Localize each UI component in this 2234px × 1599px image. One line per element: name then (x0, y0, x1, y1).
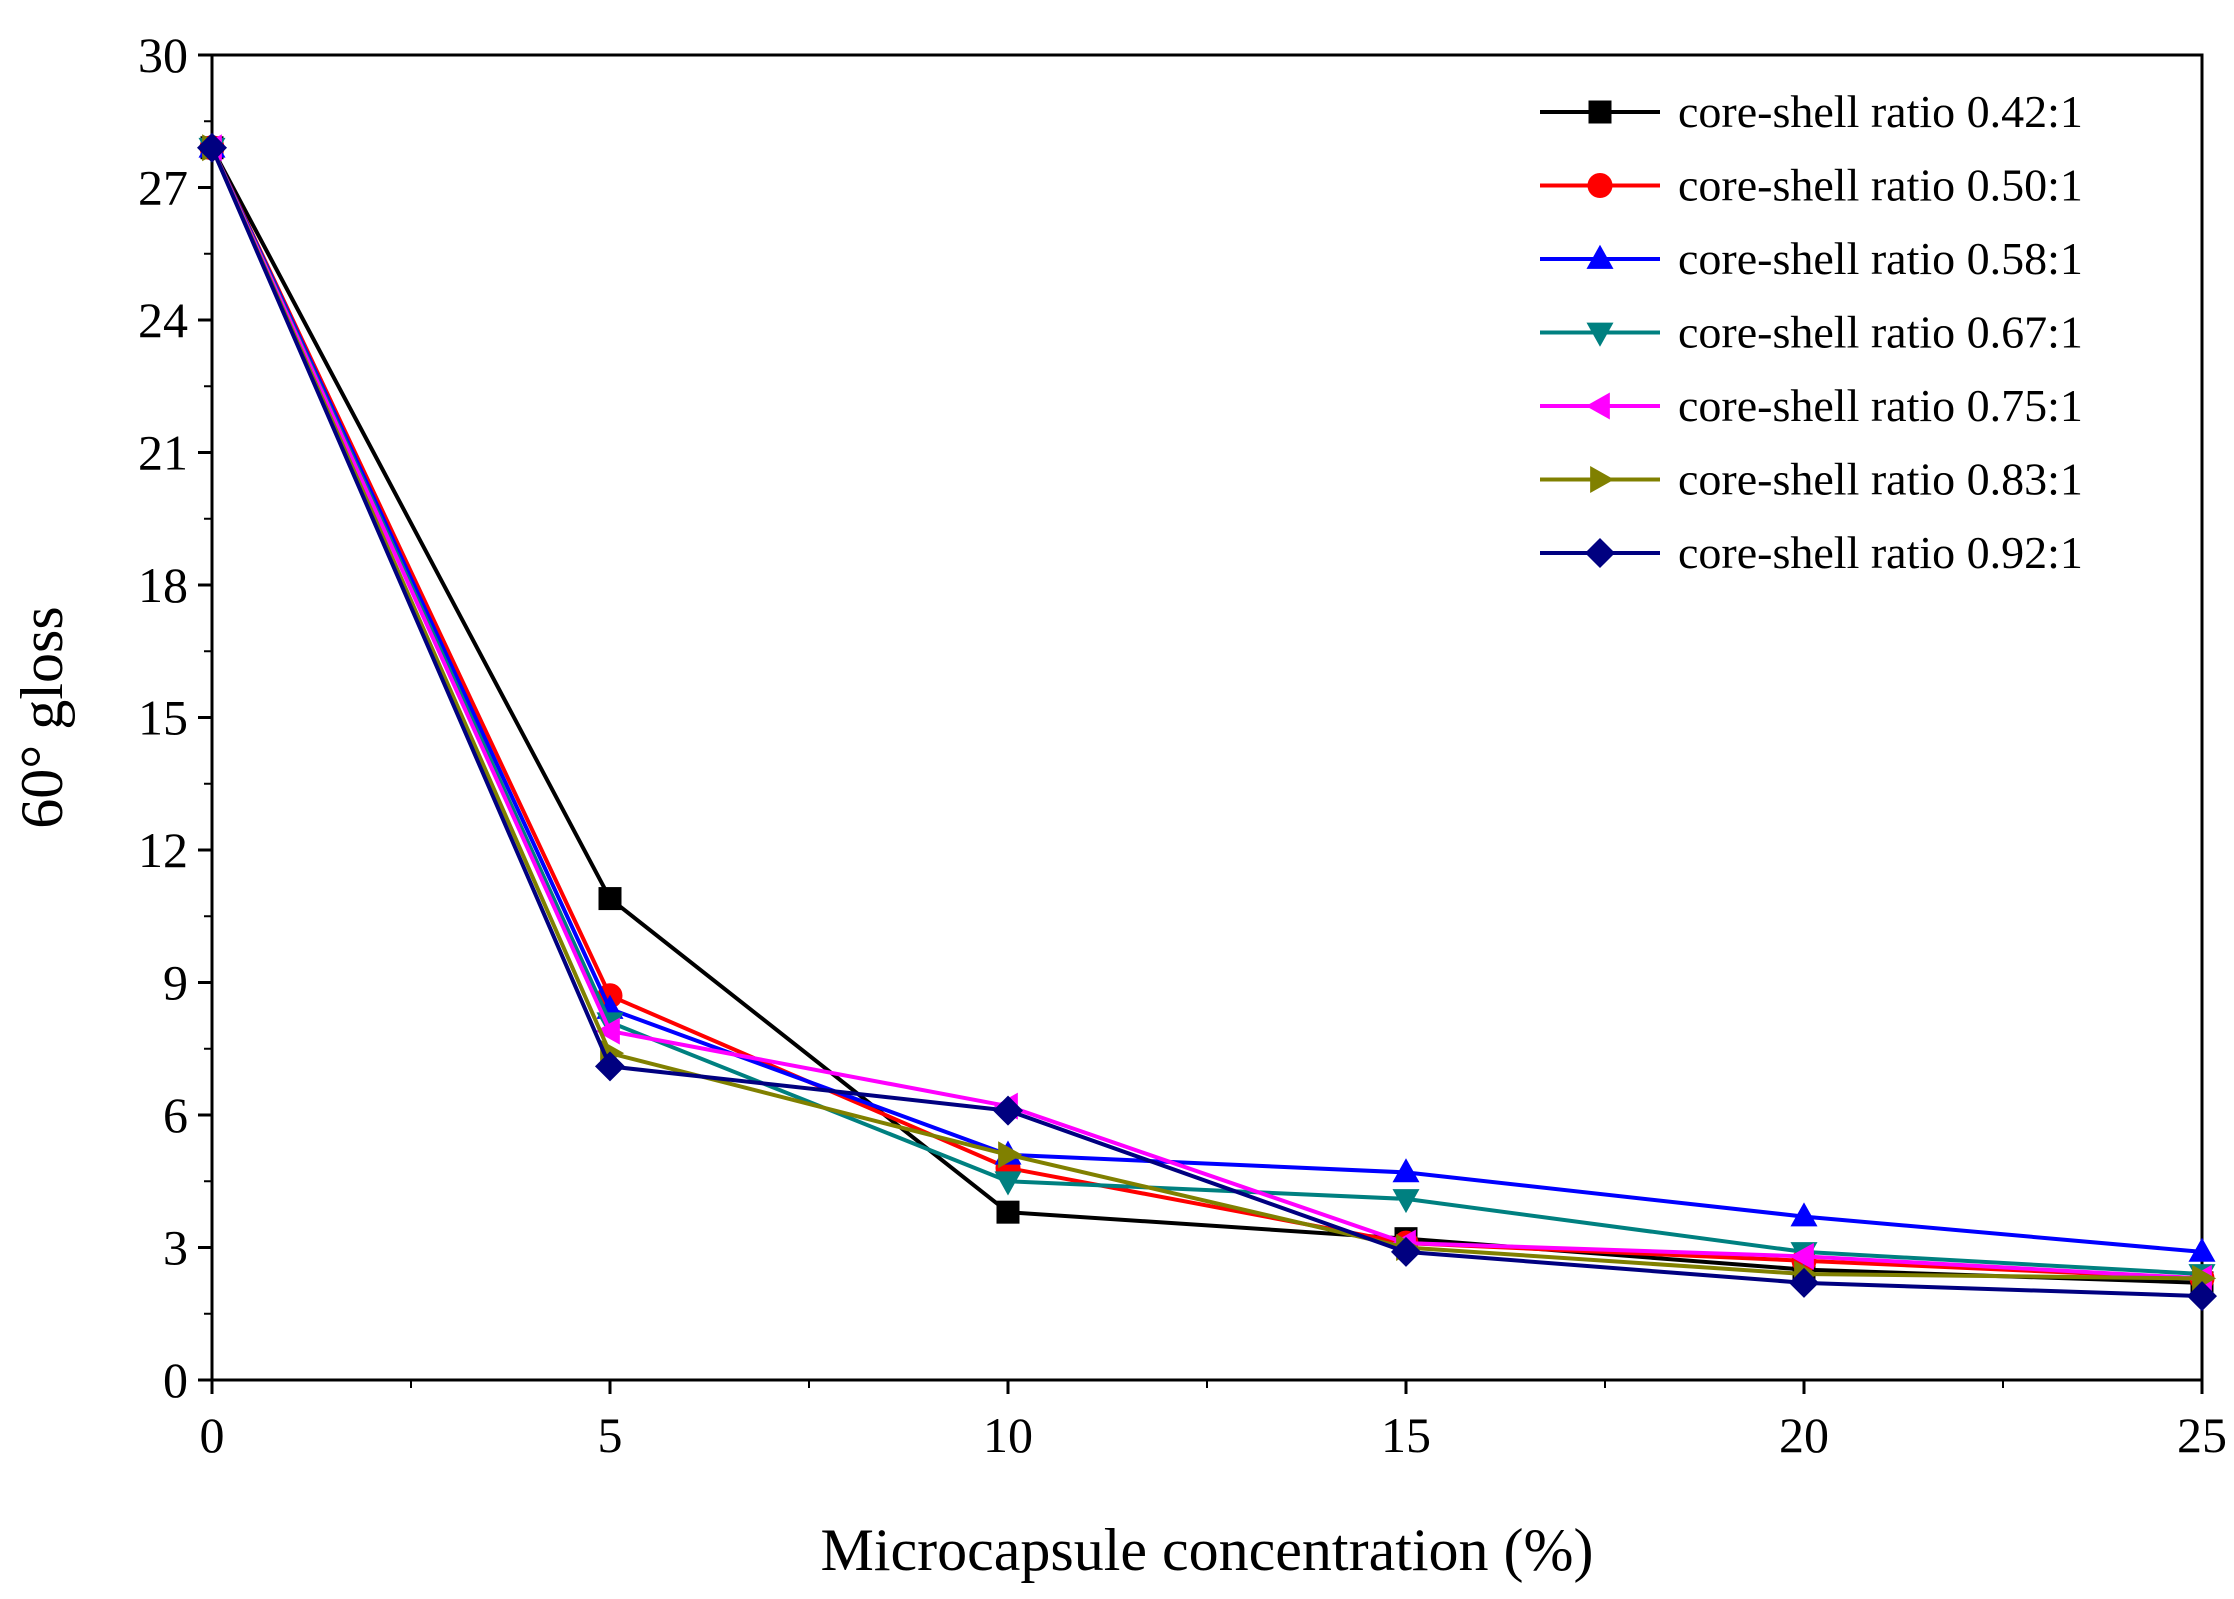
data-point (598, 887, 622, 911)
legend-label: core-shell ratio 0.75:1 (1678, 380, 2083, 431)
x-tick-label: 10 (983, 1407, 1033, 1463)
data-point (595, 1017, 620, 1045)
legend-label: core-shell ratio 0.42:1 (1678, 86, 2083, 137)
series-line (210, 146, 2203, 1299)
legend-item: core-shell ratio 0.42:1 (1540, 86, 2083, 137)
y-tick-label: 30 (138, 27, 188, 83)
legend-marker (1584, 537, 1616, 569)
x-tick-label: 25 (2177, 1407, 2227, 1463)
data-point (998, 1141, 1023, 1169)
y-tick-label: 24 (138, 292, 188, 348)
y-tick-label: 21 (138, 425, 188, 481)
legend-item: core-shell ratio 0.83:1 (1540, 454, 2083, 505)
data-point (1392, 1158, 1420, 1183)
legend-item: core-shell ratio 0.58:1 (1540, 233, 2083, 284)
y-tick-label: 18 (138, 557, 188, 613)
x-tick-label: 20 (1779, 1407, 1829, 1463)
data-point (1790, 1202, 1818, 1227)
y-tick-label: 27 (138, 160, 188, 216)
y-tick-label: 6 (163, 1087, 188, 1143)
y-tick-label: 15 (138, 690, 188, 746)
y-tick-label: 12 (138, 822, 188, 878)
legend-item: core-shell ratio 0.92:1 (1540, 527, 2083, 578)
series-7 (196, 132, 2218, 1312)
x-tick-label: 0 (200, 1407, 225, 1463)
data-point (1392, 1189, 1420, 1214)
x-tick-label: 5 (598, 1407, 623, 1463)
y-tick-label: 3 (163, 1220, 188, 1276)
legend-label: core-shell ratio 0.92:1 (1678, 527, 2083, 578)
data-point (992, 1095, 1024, 1126)
data-point (2186, 1281, 2218, 1312)
series-line (210, 146, 2203, 1281)
legend-label: core-shell ratio 0.50:1 (1678, 160, 2083, 211)
legend: core-shell ratio 0.42:1 core-shell ratio … (1540, 86, 2083, 578)
legend-label: core-shell ratio 0.83:1 (1678, 454, 2083, 505)
y-tick-label: 9 (163, 955, 188, 1011)
y-axis-ticks: 0 3 6 9 12 15 18 21 24 27 30 (138, 27, 212, 1408)
data-point (996, 1200, 1020, 1224)
data-point (196, 132, 228, 163)
legend-marker (1587, 173, 1613, 198)
x-axis-ticks: 0 5 10 15 20 25 (200, 1380, 2227, 1463)
data-point (2188, 1237, 2216, 1262)
legend-marker (1586, 244, 1614, 269)
legend-marker (1585, 392, 1610, 420)
series-line (210, 146, 2203, 1281)
legend-label: core-shell ratio 0.67:1 (1678, 307, 2083, 358)
plot-area (210, 53, 2204, 1382)
data-point (1390, 1236, 1422, 1267)
data-point (1789, 1242, 1814, 1270)
legend-item: core-shell ratio 0.50:1 (1540, 160, 2083, 211)
data-point (994, 1171, 1022, 1196)
y-axis-title: 60° gloss (9, 606, 75, 828)
series-line (210, 146, 2203, 1285)
data-point (594, 1051, 626, 1082)
series-line (210, 146, 2203, 1281)
series-line (210, 146, 2203, 1276)
legend-marker (1588, 100, 1612, 124)
legend-item: core-shell ratio 0.75:1 (1540, 380, 2083, 431)
y-tick-label: 0 (163, 1352, 188, 1408)
data-point (1788, 1267, 1820, 1298)
x-axis-title: Microcapsule concentration (%) (821, 1517, 1594, 1583)
x-tick-label: 15 (1381, 1407, 1431, 1463)
legend-marker (1586, 322, 1614, 347)
legend-item: core-shell ratio 0.67:1 (1540, 307, 2083, 358)
legend-label: core-shell ratio 0.58:1 (1678, 233, 2083, 284)
series-layer (196, 132, 2218, 1312)
series-line (210, 146, 2203, 1254)
legend-marker (1590, 465, 1615, 494)
